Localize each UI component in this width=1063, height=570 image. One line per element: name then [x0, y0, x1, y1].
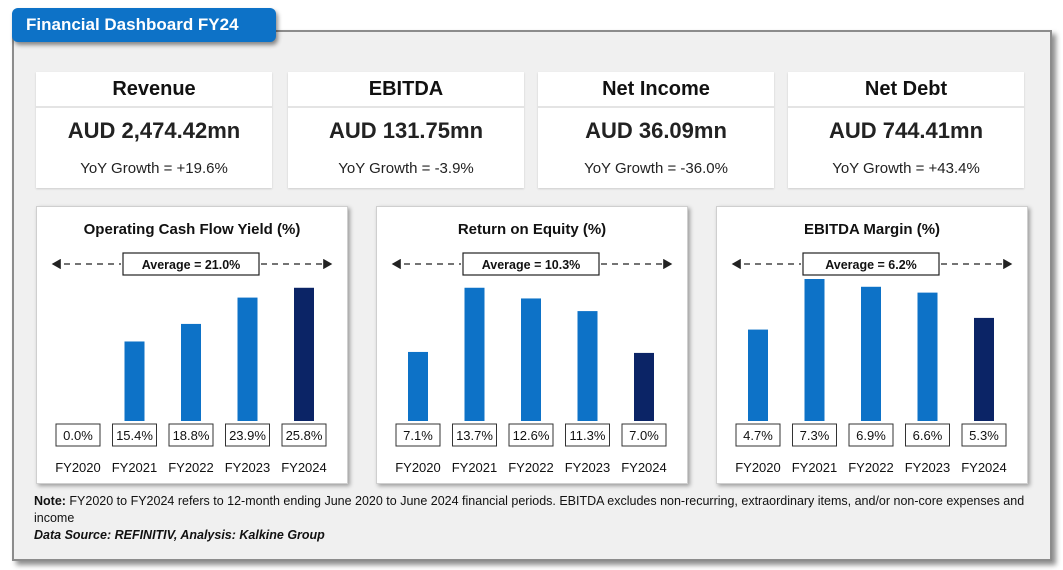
chart-title: Operating Cash Flow Yield (%): [84, 221, 301, 238]
kpi-card-net-debt: Net Debt AUD 744.41mn YoY Growth = +43.4…: [788, 72, 1024, 188]
data-label-box: [55, 423, 101, 447]
bar: [577, 311, 598, 421]
note-text: FY2020 to FY2024 refers to 12-month endi…: [34, 494, 1025, 525]
x-tick-label: FY2024: [621, 460, 667, 475]
x-tick-label: FY2023: [565, 460, 611, 475]
data-label-box: [168, 423, 214, 447]
data-label-box: [792, 423, 837, 447]
data-label-box: [848, 423, 894, 447]
data-label: 6.9%: [856, 428, 886, 443]
data-label: 5.3%: [969, 428, 999, 443]
average-box: [462, 252, 600, 276]
dashboard-title: Financial Dashboard FY24: [12, 8, 276, 42]
x-tick-label: FY2022: [508, 460, 554, 475]
data-label: 18.8%: [173, 428, 210, 443]
data-label: 15.4%: [116, 428, 153, 443]
bar: [464, 287, 485, 421]
data-label: 7.1%: [403, 428, 433, 443]
x-tick-label: FY2024: [961, 460, 1007, 475]
chart-title: Return on Equity (%): [458, 221, 606, 238]
kpi-value: AUD 131.75mn: [328, 118, 484, 143]
chart-return-on-equity: Return on Equity (%) Average = 10.3% 7.1% F…: [376, 206, 688, 484]
x-tick-label: FY2023: [225, 460, 271, 475]
bar: [748, 329, 768, 421]
data-label-box: [735, 423, 781, 447]
average-label: Average = 10.3%: [482, 258, 581, 272]
kpi-growth: YoY Growth = -36.0%: [584, 160, 728, 177]
x-tick-label: FY2021: [792, 460, 838, 475]
data-label: 12.6%: [513, 428, 550, 443]
bar: [521, 298, 541, 421]
average-label: Average = 6.2%: [825, 258, 917, 272]
average-box: [802, 252, 940, 276]
data-label: 7.0%: [629, 428, 659, 443]
data-label: 13.7%: [456, 428, 493, 443]
kpi-card-net-income: Net Income AUD 36.09mn YoY Growth = -36.…: [538, 72, 774, 188]
chart-canvas: Return on Equity (%) Average = 10.3% 7.1% F…: [391, 221, 673, 475]
chart-title: EBITDA Margin (%): [804, 221, 940, 238]
kpi-card-ebitda: EBITDA AUD 131.75mn YoY Growth = -3.9%: [288, 72, 524, 188]
x-tick-label: FY2022: [168, 460, 214, 475]
data-label-box: [508, 423, 554, 447]
average-label: Average = 21.0%: [142, 258, 241, 272]
chart-canvas: Operating Cash Flow Yield (%) Average = 2…: [51, 221, 333, 475]
kpi-title: Net Income: [538, 72, 774, 108]
footer-note: Note: FY2020 to FY2024 refers to 12-mont…: [34, 493, 1049, 527]
bar: [181, 323, 201, 421]
kpi-title: Net Debt: [788, 72, 1024, 108]
data-label-box: [281, 423, 327, 447]
data-label: 7.3%: [800, 428, 830, 443]
kpi-title: Revenue: [36, 72, 272, 108]
x-tick-label: FY2022: [848, 460, 894, 475]
data-label-box: [112, 423, 157, 447]
average-box: [122, 252, 260, 276]
bar: [634, 352, 654, 421]
kpi-growth: YoY Growth = -3.9%: [338, 160, 474, 177]
bar: [124, 341, 145, 421]
note-label: Note:: [34, 494, 66, 508]
chart-canvas: EBITDA Margin (%) Average = 6.2% 4.7% FY202…: [731, 221, 1013, 475]
x-tick-label: FY2024: [281, 460, 327, 475]
kpi-growth: YoY Growth = +19.6%: [80, 160, 228, 177]
x-tick-label: FY2020: [395, 460, 441, 475]
data-label-box: [961, 423, 1007, 447]
data-label: 6.6%: [913, 428, 943, 443]
x-tick-label: FY2020: [55, 460, 101, 475]
bar: [917, 292, 938, 421]
x-tick-label: FY2023: [905, 460, 951, 475]
kpi-card-revenue: Revenue AUD 2,474.42mn YoY Growth = +19.…: [36, 72, 272, 188]
data-label-box: [565, 423, 610, 447]
bar: [408, 351, 428, 421]
kpi-value: AUD 2,474.42mn: [67, 118, 241, 143]
chart-operating-cash-flow-yield: Operating Cash Flow Yield (%) Average = 2…: [36, 206, 348, 484]
kpi-value: AUD 36.09mn: [585, 118, 727, 143]
data-label-box: [621, 423, 667, 447]
bar: [974, 317, 994, 421]
bar: [804, 279, 825, 421]
bar: [861, 286, 881, 421]
x-tick-label: FY2021: [452, 460, 498, 475]
data-label: 25.8%: [286, 428, 323, 443]
data-source: Data Source: REFINITIV, Analysis: Kalkin…: [34, 528, 325, 542]
bar: [294, 287, 314, 421]
data-label-box: [905, 423, 950, 447]
kpi-title: EBITDA: [288, 72, 524, 108]
data-label-box: [452, 423, 497, 447]
kpi-value: AUD 744.41mn: [828, 118, 984, 143]
data-label: 11.3%: [570, 428, 606, 443]
kpi-growth: YoY Growth = +43.4%: [832, 160, 980, 177]
chart-ebitda-margin: EBITDA Margin (%) Average = 6.2% 4.7% FY202…: [716, 206, 1028, 484]
data-label-box: [225, 423, 270, 447]
data-label: 0.0%: [63, 428, 93, 443]
x-tick-label: FY2020: [735, 460, 781, 475]
data-label-box: [395, 423, 441, 447]
data-label: 23.9%: [229, 428, 266, 443]
bar: [237, 297, 258, 421]
data-label: 4.7%: [743, 428, 773, 443]
x-tick-label: FY2021: [112, 460, 158, 475]
